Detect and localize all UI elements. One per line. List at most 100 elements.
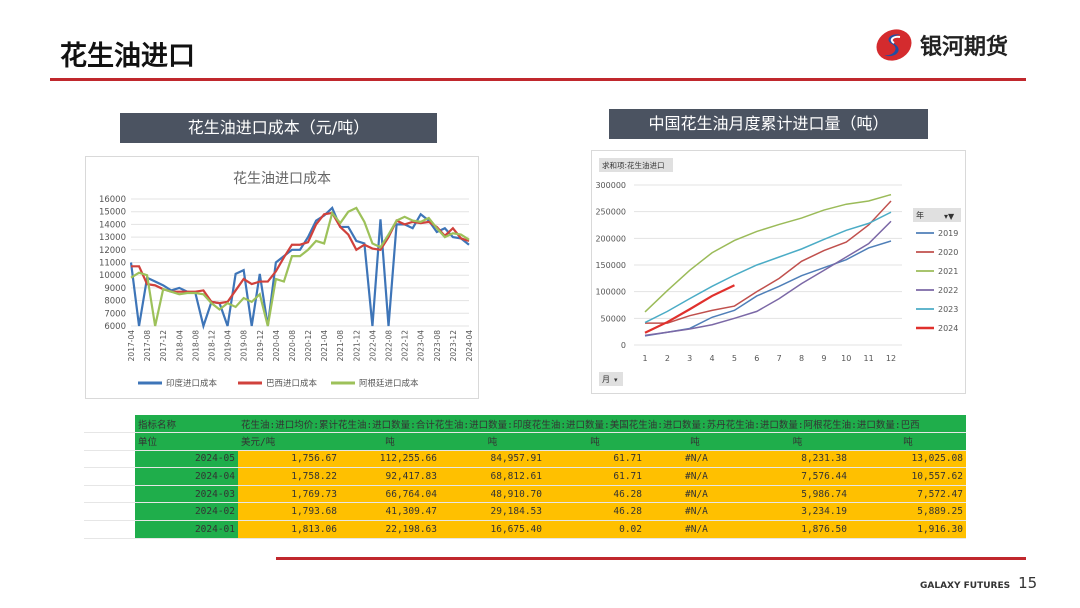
series-line-0 xyxy=(129,206,470,330)
page-title: 花生油进口 xyxy=(60,41,195,72)
blank-cell xyxy=(84,467,135,486)
legend-title: 年 xyxy=(916,210,924,220)
series-line-2020 xyxy=(645,200,892,324)
value-cell: #N/A xyxy=(645,502,745,522)
value-cell: 61.71 xyxy=(545,450,645,469)
value-cell: 68,812.61 xyxy=(440,467,545,486)
series-line-2023 xyxy=(644,211,892,324)
x-tick-label: 3 xyxy=(687,354,692,363)
legend-label: 2024 xyxy=(938,324,958,333)
value-cell: 0.02 xyxy=(545,520,645,539)
axis-field-button xyxy=(599,372,623,386)
value-cell: 10,557.62 xyxy=(850,467,966,486)
value-cell: 1,793.68 xyxy=(238,502,340,522)
x-tick-label: 2019-12 xyxy=(256,330,265,362)
x-tick-label: 2019-04 xyxy=(224,330,233,362)
value-cell: 1,769.73 xyxy=(238,485,340,504)
label-cell: 单位 xyxy=(135,432,238,451)
series-line-2024 xyxy=(644,284,735,334)
legend-label: 2023 xyxy=(938,305,958,314)
y-tick-label: 13000 xyxy=(99,233,126,243)
value-cell: 112,255.66 xyxy=(340,450,440,469)
x-tick-label: 2024-04 xyxy=(465,330,474,362)
x-tick-label: 2023-12 xyxy=(449,330,458,362)
table-unit-row: 单位 美元/吨吨吨吨吨吨吨 xyxy=(84,432,966,451)
y-tick-label: 12000 xyxy=(99,246,126,256)
legend-label: 2022 xyxy=(938,286,958,295)
legend-filter-button xyxy=(913,208,961,222)
cumulative-import-chart: 求和项:花生油进口 0 50000 100000 150000 200000 250000 3… xyxy=(591,150,966,394)
y-tick-label: 250000 xyxy=(595,208,626,217)
date-cell: 2024-01 xyxy=(135,520,238,539)
value-cell: 5,986.74 xyxy=(745,485,850,504)
import-cost-chart: 花生油进口成本 6000 7000 8000 9000 10000 11000 12000 13… xyxy=(85,156,479,399)
x-tick-label: 9 xyxy=(821,354,826,363)
company-logo: 银河期货 xyxy=(874,28,1008,62)
blank-cell xyxy=(84,432,135,451)
date-cell: 2024-05 xyxy=(135,450,238,469)
blank-cell xyxy=(84,485,135,504)
x-tick-label: 12 xyxy=(886,354,896,363)
y-tick-label: 7000 xyxy=(104,309,126,319)
x-tick-label: 2017-08 xyxy=(143,330,152,362)
page-number: 15 xyxy=(1018,574,1038,592)
series-line-2021 xyxy=(644,193,892,313)
galaxy-logo-icon xyxy=(876,29,912,61)
x-tick-label: 2018-04 xyxy=(175,330,184,362)
right-panel-heading: 中国花生油月度累计进口量（吨） xyxy=(609,109,928,139)
y-tick-label: 9000 xyxy=(104,284,126,294)
x-tick-label: 2018-08 xyxy=(191,330,200,362)
value-cell: 61.71 xyxy=(545,467,645,486)
series-line-2022 xyxy=(644,220,892,337)
value-cell: 1,756.67 xyxy=(238,450,340,469)
field-button xyxy=(599,158,673,172)
unit-cell: 美元/吨 xyxy=(238,432,340,451)
x-tick-label: 2023-08 xyxy=(433,330,442,362)
blank-cell xyxy=(84,415,135,434)
series-line-2 xyxy=(130,206,470,327)
y-tick-label: 10000 xyxy=(99,271,126,281)
value-cell: 41,309.47 xyxy=(340,502,440,522)
y-tick-label: 0 xyxy=(621,341,626,350)
y-tick-label: 15000 xyxy=(99,208,126,218)
value-cell: #N/A xyxy=(645,467,745,486)
x-tick-label: 2021-08 xyxy=(336,330,345,362)
x-tick-label: 2020-08 xyxy=(288,330,297,362)
value-cell: #N/A xyxy=(645,485,745,504)
table-row: 2024-03 1,769.73 66,764.04 48,910.70 46.28 #N… xyxy=(84,485,966,504)
value-cell: 7,572.47 xyxy=(850,485,966,504)
x-tick-label: 2021-04 xyxy=(320,330,329,362)
x-tick-label: 2022-12 xyxy=(401,330,410,362)
column-headers: 花生油:进口均价:累计花生油:进口数量:合计花生油:进口数量:印度花生油:进口数… xyxy=(238,415,966,434)
y-tick-label: 8000 xyxy=(104,297,126,307)
value-cell: 1,916.30 xyxy=(850,520,966,539)
date-cell: 2024-02 xyxy=(135,502,238,522)
footer-divider xyxy=(276,557,1026,560)
chart-title: 花生油进口成本 xyxy=(233,171,331,187)
header-divider xyxy=(50,78,1026,81)
value-cell: 1,876.50 xyxy=(745,520,850,539)
date-cell: 2024-04 xyxy=(135,467,238,486)
value-cell: 1,813.06 xyxy=(238,520,340,539)
value-cell: 48,910.70 xyxy=(440,485,545,504)
legend-label: 巴西进口成本 xyxy=(266,378,318,389)
value-cell: 46.28 xyxy=(545,485,645,504)
label-cell: 指标名称 xyxy=(135,415,238,434)
x-tick-label: 2019-08 xyxy=(240,330,249,362)
y-tick-label: 150000 xyxy=(595,261,626,270)
value-cell: 13,025.08 xyxy=(850,450,966,469)
value-cell: 84,957.91 xyxy=(440,450,545,469)
y-tick-label: 16000 xyxy=(99,195,126,205)
value-cell: 7,576.44 xyxy=(745,467,850,486)
series-line-1 xyxy=(131,211,470,305)
legend-label: 2020 xyxy=(938,248,958,257)
y-tick-label: 200000 xyxy=(595,234,626,243)
y-tick-label: 100000 xyxy=(595,288,626,297)
blank-cell xyxy=(84,450,135,469)
x-tick-label: 2 xyxy=(665,354,670,363)
axis-field-label: 月 xyxy=(602,375,610,384)
footer-brand: GALAXY FUTURES xyxy=(920,581,1011,591)
x-tick-label: 2017-12 xyxy=(159,330,168,362)
table-row: 2024-04 1,758.22 92,417.83 68,812.61 61.71 #N… xyxy=(84,467,966,486)
x-tick-label: 2023-04 xyxy=(417,330,426,362)
